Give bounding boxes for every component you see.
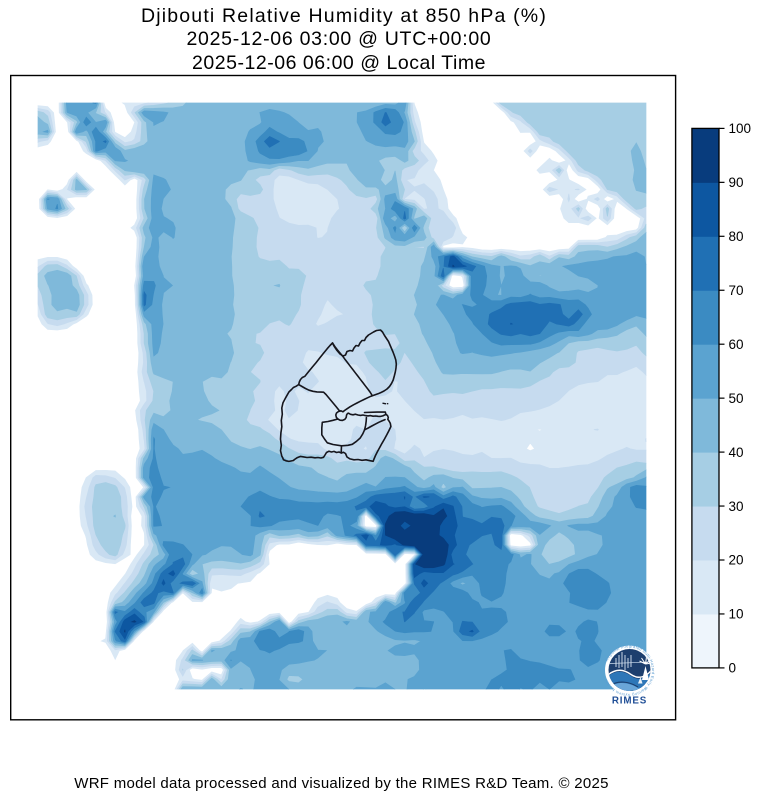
svg-text:80: 80: [729, 229, 744, 244]
svg-text:50: 50: [729, 391, 744, 406]
svg-text:90: 90: [729, 175, 744, 190]
svg-text:10: 10: [729, 607, 744, 622]
svg-text:RIMES: RIMES: [612, 696, 647, 707]
svg-text:40: 40: [729, 445, 744, 460]
svg-text:60: 60: [729, 337, 744, 352]
svg-text:20: 20: [729, 553, 744, 568]
svg-text:30: 30: [729, 499, 744, 514]
svg-text:100: 100: [729, 121, 752, 136]
svg-text:0: 0: [729, 661, 737, 676]
svg-text:70: 70: [729, 283, 744, 298]
